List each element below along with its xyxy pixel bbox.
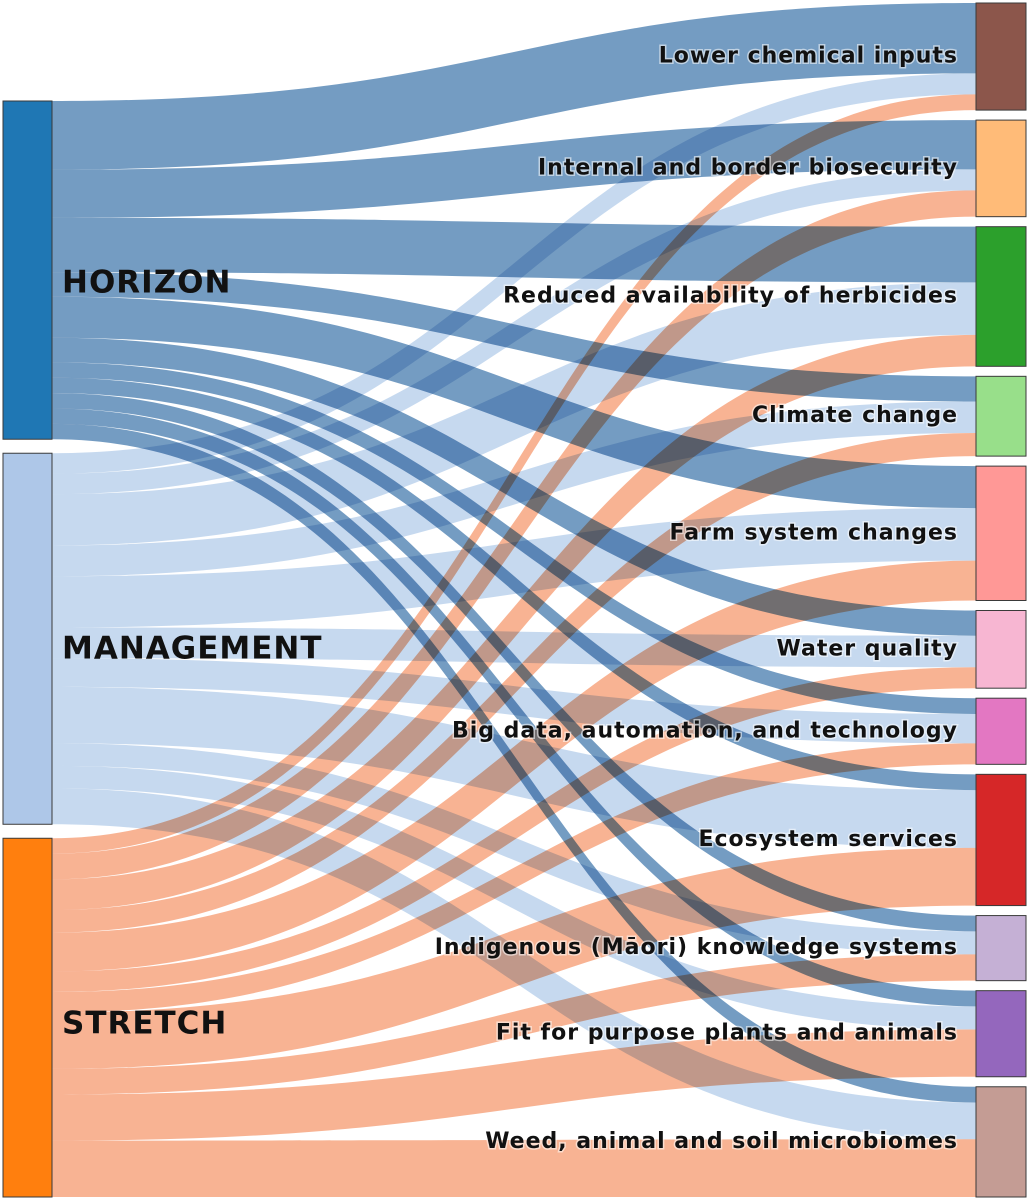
label-layer: HORIZON MANAGEMENT STRETCH Lower chemical i… xyxy=(62,42,959,1155)
target-node-big-data xyxy=(975,697,1027,765)
flow-management-to-climate-change xyxy=(52,401,976,577)
flow-stretch-to-indigenous-knowledge xyxy=(52,954,976,1095)
flow-stretch-to-ecosystem-services xyxy=(52,847,976,1069)
target-label-fit-for-purpose: Fit for purpose plants and animals xyxy=(496,1021,958,1046)
source-node-management xyxy=(2,452,53,825)
source-label-horizon: HORIZON xyxy=(62,265,231,301)
target-label-water-quality: Water quality xyxy=(777,636,958,661)
target-node-lower-chemical-inputs xyxy=(975,2,1027,111)
source-node-stretch xyxy=(2,837,53,1198)
target-label-farm-system-changes: Farm system changes xyxy=(669,520,958,545)
flow-management-to-big-data xyxy=(52,658,976,744)
flow-stretch-to-climate-change xyxy=(52,433,976,933)
target-label-climate-change: Climate change xyxy=(752,403,958,428)
flow-management-to-fit-for-purpose xyxy=(52,765,976,1030)
target-node-water-quality xyxy=(975,609,1027,689)
target-label-internal-border-biosecurity: Internal and border biosecurity xyxy=(538,155,958,180)
target-label-lower-chemical-inputs: Lower chemical inputs xyxy=(659,44,958,69)
flow-stretch-to-farm-system-changes xyxy=(52,560,976,972)
target-node-reduced-herbicides xyxy=(975,226,1027,367)
target-node-farm-system-changes xyxy=(975,465,1027,601)
target-label-ecosystem-services: Ecosystem services xyxy=(698,827,958,852)
flow-stretch-to-water-quality xyxy=(52,667,976,993)
flow-stretch-to-internal-border-biosecurity xyxy=(52,190,976,880)
flow-layer xyxy=(52,3,976,1197)
target-node-indigenous-knowledge xyxy=(975,915,1027,982)
flow-management-to-reduced-herbicides xyxy=(52,282,976,546)
target-label-reduced-herbicides: Reduced availability of herbicides xyxy=(503,284,958,309)
flow-stretch-to-reduced-herbicides xyxy=(52,334,976,911)
flow-management-to-internal-border-biosecurity xyxy=(52,169,976,495)
flow-management-to-farm-system-changes xyxy=(52,508,976,628)
target-node-fit-for-purpose xyxy=(975,990,1027,1078)
target-node-internal-border-biosecurity xyxy=(975,119,1027,218)
source-node-horizon xyxy=(2,100,53,440)
source-label-management: MANAGEMENT xyxy=(62,631,323,667)
target-node-ecosystem-services xyxy=(975,773,1027,907)
flow-management-to-indigenous-knowledge xyxy=(52,743,976,955)
flow-stretch-to-weed-animal-soil xyxy=(52,1139,976,1197)
target-label-weed-animal-soil: Weed, animal and soil microbiomes xyxy=(485,1129,958,1154)
flow-stretch-to-big-data xyxy=(52,743,976,1013)
target-node-climate-change xyxy=(975,375,1027,457)
source-label-stretch: STRETCH xyxy=(62,1006,227,1042)
target-label-big-data: Big data, automation, and technology xyxy=(452,718,958,743)
target-label-indigenous-knowledge: Indigenous (Māori) knowledge systems xyxy=(435,935,958,960)
flow-stretch-to-lower-chemical-inputs xyxy=(52,94,976,854)
flow-stretch-to-fit-for-purpose xyxy=(52,1029,976,1141)
flow-management-to-lower-chemical-inputs xyxy=(52,73,976,474)
target-node-weed-animal-soil xyxy=(975,1086,1027,1198)
flow-horizon-to-lower-chemical-inputs xyxy=(52,3,976,170)
flow-horizon-to-internal-border-biosecurity xyxy=(52,120,976,218)
